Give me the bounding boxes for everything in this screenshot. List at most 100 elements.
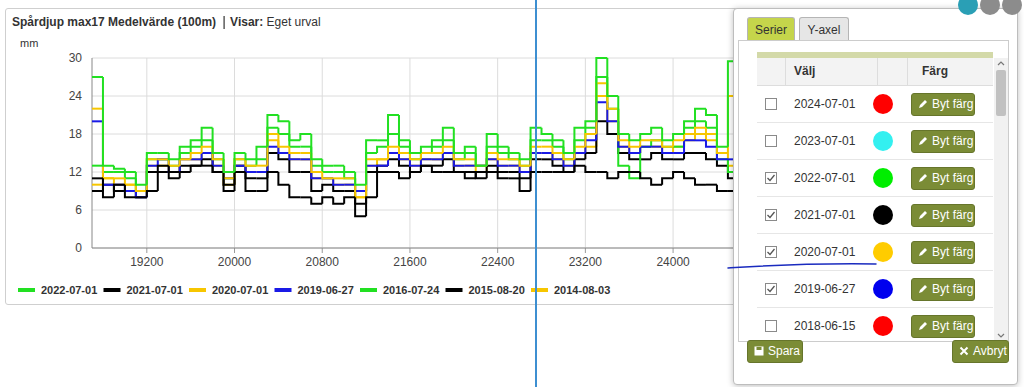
step-segment xyxy=(267,128,278,160)
change-color-button[interactable]: Byt färg xyxy=(911,278,975,301)
step-segment xyxy=(542,146,553,148)
subtitle-value: Eget urval xyxy=(263,15,320,29)
save-button[interactable]: Spara xyxy=(747,340,803,363)
change-color-button[interactable]: Byt färg xyxy=(911,167,975,190)
step-segment xyxy=(300,152,311,154)
toolbar-icon[interactable] xyxy=(958,0,978,15)
toolbar-icon[interactable] xyxy=(1002,0,1022,15)
step-segment xyxy=(574,140,585,159)
step-segment xyxy=(213,128,224,153)
step-segment xyxy=(245,166,256,179)
step-segment xyxy=(366,166,377,198)
legend-label: 2020-07-01 xyxy=(212,284,268,296)
row-checkbox[interactable] xyxy=(765,246,777,258)
row-checkbox[interactable] xyxy=(765,320,777,332)
panel-tab[interactable]: Serier xyxy=(747,17,795,41)
toolbar-icon[interactable] xyxy=(980,0,1000,15)
step-segment xyxy=(388,171,399,173)
step-segment xyxy=(574,159,585,172)
legend-label: 2022-07-01 xyxy=(41,284,97,296)
step-segment xyxy=(180,153,191,166)
step-segment xyxy=(267,147,278,172)
row-checkbox[interactable] xyxy=(765,172,777,184)
step-segment xyxy=(333,197,344,203)
panel-tab[interactable]: Y-axel xyxy=(799,17,849,41)
row-checkbox[interactable] xyxy=(765,135,777,147)
step-segment xyxy=(256,165,267,167)
step-segment xyxy=(278,172,289,185)
step-segment xyxy=(180,147,191,160)
scrollbar-thumb[interactable] xyxy=(996,70,1006,116)
change-color-label: Byt färg xyxy=(932,319,973,333)
step-segment xyxy=(574,153,585,166)
step-segment xyxy=(333,171,344,173)
step-segment xyxy=(684,128,695,147)
step-segment xyxy=(432,140,443,146)
step-segment xyxy=(344,184,355,186)
step-segment xyxy=(224,159,235,178)
step-segment xyxy=(235,166,246,185)
step-segment xyxy=(267,134,278,166)
series-line xyxy=(92,102,739,197)
pencil-shape xyxy=(919,100,927,108)
step-segment xyxy=(92,177,103,179)
step-segment xyxy=(147,191,158,197)
change-color-button[interactable]: Byt färg xyxy=(911,204,975,227)
header-divider xyxy=(877,58,878,85)
step-segment xyxy=(443,147,454,153)
cancel-button[interactable]: Avbryt xyxy=(952,340,1009,363)
overlay-svg xyxy=(0,0,1024,387)
step-segment xyxy=(662,178,673,184)
list-header: VäljFärg xyxy=(757,58,993,86)
step-segment xyxy=(158,166,169,191)
legend-swatch xyxy=(360,288,377,292)
step-segment xyxy=(552,147,563,153)
change-color-button[interactable]: Byt färg xyxy=(911,130,975,153)
step-segment xyxy=(235,172,246,185)
step-segment xyxy=(147,166,158,198)
change-color-button[interactable]: Byt färg xyxy=(911,93,975,116)
row-label: 2024-07-01 xyxy=(794,86,855,123)
row-checkbox[interactable] xyxy=(765,283,777,295)
step-segment xyxy=(443,159,454,165)
step-segment xyxy=(300,134,311,140)
x-tick-label: 19200 xyxy=(130,255,164,269)
step-segment xyxy=(300,146,311,148)
title-separator xyxy=(223,16,224,29)
step-segment xyxy=(256,177,267,179)
change-color-button[interactable]: Byt färg xyxy=(911,315,975,338)
row-checkbox[interactable] xyxy=(765,98,777,110)
step-segment xyxy=(585,153,596,159)
step-segment xyxy=(629,134,640,140)
step-segment xyxy=(388,153,399,166)
step-segment xyxy=(498,172,509,178)
step-segment xyxy=(300,196,311,198)
step-segment xyxy=(388,159,399,165)
legend-label: 2014-08-03 xyxy=(554,284,610,296)
y-tick-label: 0 xyxy=(75,241,82,255)
step-segment xyxy=(355,197,366,216)
color-dot xyxy=(873,131,893,151)
step-segment xyxy=(673,158,684,160)
change-color-button[interactable]: Byt färg xyxy=(911,241,975,264)
step-segment xyxy=(114,166,125,169)
pencil-icon xyxy=(918,173,928,183)
step-segment xyxy=(333,165,344,167)
step-segment xyxy=(684,134,695,140)
step-segment xyxy=(256,159,267,165)
pencil-icon xyxy=(918,136,928,146)
color-dot xyxy=(873,94,893,114)
step-segment xyxy=(432,166,443,172)
step-segment xyxy=(224,166,235,185)
step-segment xyxy=(542,139,553,141)
step-segment xyxy=(267,115,278,147)
step-segment xyxy=(158,171,169,173)
step-segment xyxy=(563,140,574,153)
step-segment xyxy=(454,171,465,173)
checkmark xyxy=(766,173,776,183)
step-segment xyxy=(322,197,333,203)
step-segment xyxy=(695,178,706,184)
step-segment xyxy=(289,121,300,140)
step-segment xyxy=(684,121,695,134)
row-checkbox[interactable] xyxy=(765,209,777,221)
